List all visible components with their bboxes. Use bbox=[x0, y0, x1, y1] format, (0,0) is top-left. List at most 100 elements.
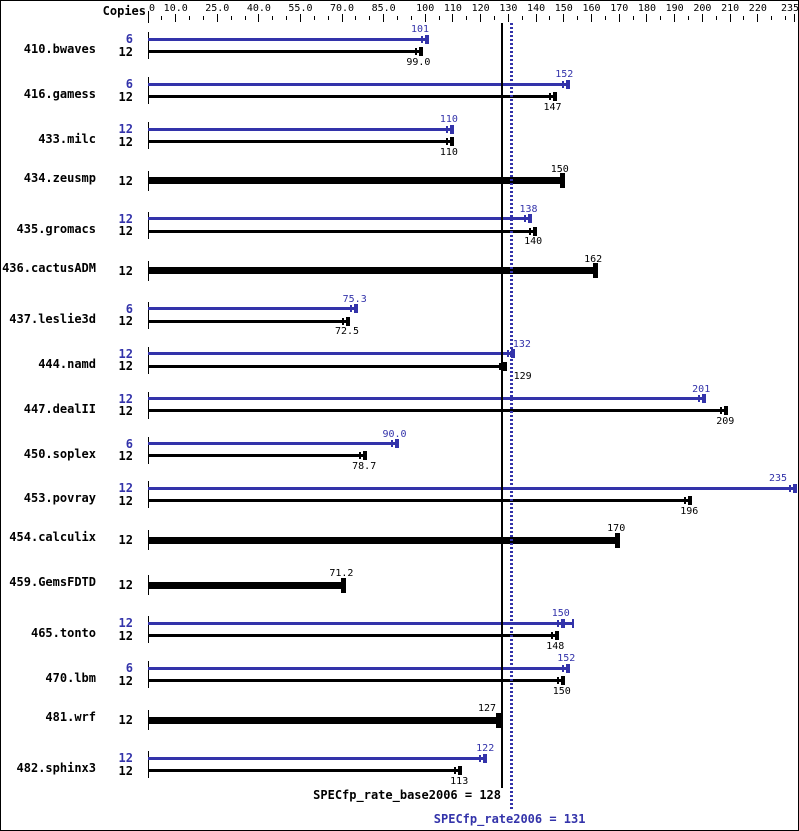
bar-endcap bbox=[483, 753, 488, 763]
copies-label: 12 bbox=[118, 359, 133, 374]
bar-value-label: 113 bbox=[450, 775, 469, 787]
bar-endcap bbox=[562, 664, 565, 672]
base-bar bbox=[148, 94, 556, 98]
axis-tick-label: 10.0 bbox=[163, 3, 188, 14]
bar-endcap bbox=[496, 712, 501, 728]
bar-value-label: 138 bbox=[519, 203, 538, 215]
bar-endcap bbox=[419, 47, 424, 56]
bar-endcap bbox=[390, 440, 393, 448]
copies-label: 12 bbox=[118, 481, 133, 496]
bar-endcap bbox=[548, 92, 551, 100]
peak-bar bbox=[148, 37, 428, 41]
axis-minor-tick bbox=[244, 16, 246, 20]
axis-minor-tick bbox=[355, 16, 357, 20]
bar-endcap bbox=[555, 631, 560, 641]
benchmark-label: 410.bwaves bbox=[23, 42, 96, 57]
axis-major-tick bbox=[175, 14, 177, 22]
axis-major-tick bbox=[452, 14, 454, 22]
copies-label: 12 bbox=[118, 616, 133, 631]
bar-endcap bbox=[502, 361, 507, 371]
bar-endcap bbox=[562, 80, 565, 88]
axis-major-tick bbox=[424, 14, 426, 22]
bar-value-label: 152 bbox=[555, 69, 574, 80]
group-axis-line bbox=[148, 661, 149, 689]
axis-major-tick bbox=[480, 14, 482, 22]
axis-major-tick bbox=[794, 14, 795, 22]
base-bar bbox=[148, 364, 506, 368]
axis-tick-label: 160 bbox=[582, 3, 601, 14]
group-axis-line bbox=[148, 481, 149, 509]
benchmark-label: 444.namd bbox=[38, 356, 96, 371]
group-axis-line bbox=[148, 32, 149, 60]
copies-label: 12 bbox=[118, 134, 133, 149]
bar-value-label: 150 bbox=[551, 608, 570, 620]
axis-minor-tick bbox=[396, 16, 398, 20]
copies-label: 12 bbox=[118, 44, 133, 59]
benchmark-label: 434.zeusmp bbox=[23, 170, 96, 185]
axis-tick-label: 110 bbox=[443, 3, 462, 14]
bar-endcap bbox=[571, 618, 574, 628]
bar-value-label: 162 bbox=[584, 253, 603, 265]
bar-endcap bbox=[556, 677, 559, 684]
bar-value-label: 72.5 bbox=[334, 326, 360, 338]
group-axis-line bbox=[148, 211, 149, 239]
axis-major-tick bbox=[535, 14, 537, 22]
bar-value-label: 132 bbox=[512, 338, 531, 350]
bar-value-label: 196 bbox=[680, 505, 699, 517]
axis-minor-tick bbox=[410, 16, 412, 20]
copies-label: 12 bbox=[118, 404, 133, 418]
base-bar bbox=[148, 634, 559, 638]
axis-tick-label: 140 bbox=[527, 3, 546, 14]
base-bar bbox=[148, 409, 728, 413]
group-axis-line bbox=[148, 122, 149, 149]
bar-value-label: 148 bbox=[546, 640, 565, 652]
bar-endcap bbox=[346, 316, 350, 326]
base-bar bbox=[148, 229, 537, 233]
axis-minor-tick bbox=[327, 16, 329, 20]
bar-endcap bbox=[724, 406, 729, 416]
benchmark-label: 437.leslie3d bbox=[9, 311, 96, 326]
copies-label: 12 bbox=[118, 449, 133, 463]
bar-endcap bbox=[506, 350, 509, 358]
bar-endcap bbox=[551, 632, 554, 640]
bar-value-label: 101 bbox=[410, 24, 430, 36]
axis-tick-label: 55.0 bbox=[288, 3, 313, 14]
axis-major-tick bbox=[299, 14, 301, 22]
bar-endcap bbox=[566, 79, 571, 89]
benchmark-label: 481.wrf bbox=[45, 710, 96, 725]
axis-tick-label: 190 bbox=[665, 3, 684, 14]
axis-tick-label: 40.0 bbox=[246, 3, 271, 14]
bar-endcap bbox=[793, 484, 797, 493]
copies-label: 12 bbox=[118, 122, 133, 136]
benchmark-label: 435.gromacs bbox=[16, 221, 96, 236]
axis-minor-tick bbox=[369, 16, 371, 20]
bar-endcap bbox=[479, 754, 482, 762]
axis-major-tick bbox=[341, 14, 343, 22]
copies-label: 6 bbox=[125, 77, 133, 91]
axis-major-tick bbox=[563, 14, 565, 22]
axis-tick-label: 25.0 bbox=[205, 3, 230, 14]
peak-bar bbox=[148, 307, 357, 311]
copies-column-header: Copies bbox=[102, 4, 146, 18]
bar-value-label: 129 bbox=[513, 371, 532, 383]
bar-endcap bbox=[349, 305, 352, 313]
axis-minor-tick bbox=[771, 16, 773, 20]
axis-minor-tick bbox=[189, 16, 191, 20]
axis-tick-label: 120 bbox=[471, 3, 490, 14]
bar-endcap bbox=[425, 34, 429, 44]
bar-endcap bbox=[698, 395, 701, 403]
bar-value-label: 75.3 bbox=[342, 293, 367, 305]
bar-value-label: 152 bbox=[557, 653, 576, 665]
group-axis-line bbox=[148, 77, 149, 104]
axis-minor-tick bbox=[604, 16, 606, 20]
axis-tick-label: 170 bbox=[610, 3, 629, 14]
axis-tick-label: 70.0 bbox=[329, 3, 355, 14]
axis-major-tick bbox=[591, 14, 593, 22]
axis-minor-tick bbox=[438, 16, 440, 20]
axis-minor-tick bbox=[286, 16, 288, 20]
peak-bar bbox=[148, 442, 398, 446]
benchmark-label: 447.dealII bbox=[23, 401, 96, 416]
bar-value-label: 90.0 bbox=[382, 428, 407, 440]
bar-endcap bbox=[353, 304, 358, 314]
axis-minor-tick bbox=[313, 16, 315, 20]
